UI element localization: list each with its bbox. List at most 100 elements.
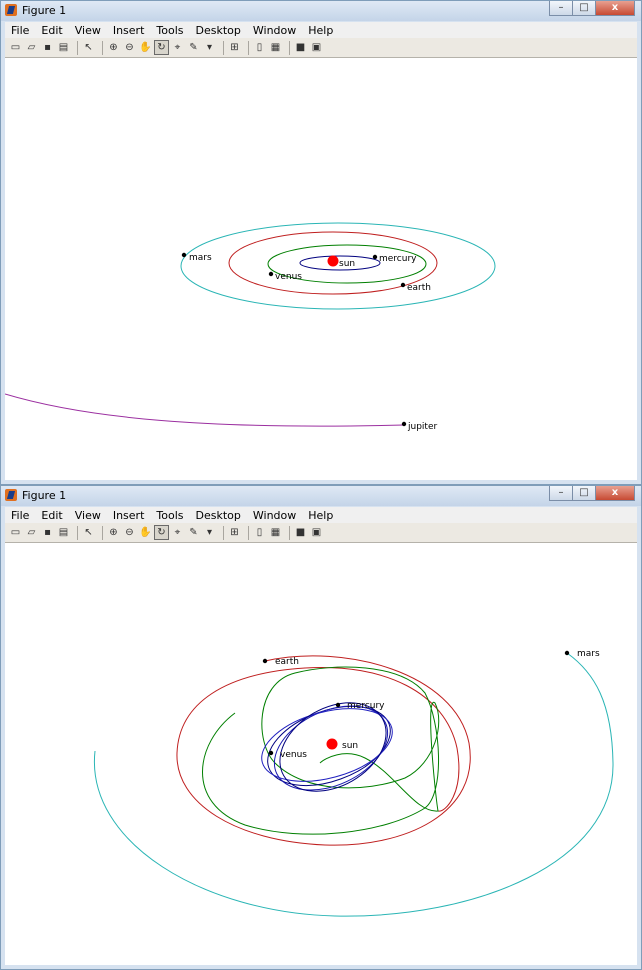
print-icon[interactable]: ▤ [58,527,69,538]
menu-tools[interactable]: Tools [156,23,184,37]
title-bar[interactable]: Figure 1 – □ x [1,1,641,21]
show-plot-tools-icon[interactable]: ▣ [311,527,322,538]
rotate-3d-icon[interactable]: ↻ [154,40,169,55]
mars-marker [564,650,570,656]
edit-plot-icon[interactable]: ↖ [84,527,93,538]
toolbar-separator [289,40,290,55]
maximize-button[interactable]: □ [572,486,596,501]
menu-view[interactable]: View [74,508,101,522]
mars-orbit [93,652,614,917]
toolbar-separator [102,525,103,540]
save-icon[interactable]: ▪ [44,527,51,538]
link-plot-icon[interactable]: ⊞ [230,42,239,53]
menu-file[interactable]: File [11,508,30,522]
mars-label: mars [189,253,212,263]
pan-icon[interactable]: ✋ [139,42,152,53]
menu-bar: File Edit View Insert Tools Desktop Wind… [5,507,637,523]
window-title: Figure 1 [22,4,67,17]
mercury-label: mercury [347,701,385,711]
menu-desktop[interactable]: Desktop [195,508,241,522]
jupiter-marker [401,421,407,427]
zoom-in-icon[interactable]: ⊕ [109,527,118,538]
figure-window-1: Figure 1 – □ x File Edit View Insert Too… [0,0,642,485]
sun-label: sun [339,259,355,269]
venus-marker [268,271,274,277]
venus-label: venus [280,750,307,760]
toolbar-separator [248,40,249,55]
brush-icon[interactable]: ✎ [189,527,198,538]
menu-view[interactable]: View [74,23,101,37]
open-file-icon[interactable]: ▱ [27,527,36,538]
venus-label: venus [275,272,302,282]
jupiter-orbit [5,393,405,427]
legend-icon[interactable]: ▦ [270,42,281,53]
matlab-icon [5,489,17,501]
menu-edit[interactable]: Edit [41,23,63,37]
pan-icon[interactable]: ✋ [139,527,152,538]
zoom-out-icon[interactable]: ⊖ [125,42,134,53]
menu-insert[interactable]: Insert [112,23,145,37]
earth-orbit [176,655,471,846]
hide-plot-tools-icon[interactable]: ■ [295,42,306,53]
plot-canvas[interactable]: sun mercury venus earth mars jupiter [5,58,637,480]
hide-plot-tools-icon[interactable]: ■ [295,527,306,538]
menu-insert[interactable]: Insert [112,508,145,522]
menu-file[interactable]: File [11,23,30,37]
menu-edit[interactable]: Edit [41,508,63,522]
menu-help[interactable]: Help [308,508,334,522]
colorbar-icon[interactable]: ▯ [256,42,263,53]
orbit-plot[interactable]: sun mercury venus earth mars jupiter [5,58,637,480]
menu-desktop[interactable]: Desktop [195,23,241,37]
open-file-icon[interactable]: ▱ [27,42,36,53]
data-cursor-icon[interactable]: ⌖ [174,527,181,538]
minimize-button[interactable]: – [549,486,573,501]
data-cursor-icon[interactable]: ⌖ [174,42,181,53]
earth-label: earth [407,283,431,293]
venus-marker [268,750,274,756]
title-bar[interactable]: Figure 1 – □ x [1,486,641,506]
jupiter-label: jupiter [407,422,437,432]
brush-dropdown-icon[interactable]: ▾ [206,42,213,53]
menu-help[interactable]: Help [308,23,334,37]
new-figure-icon[interactable]: ▭ [10,527,21,538]
show-plot-tools-icon[interactable]: ▣ [311,42,322,53]
venus-orbit [267,244,427,284]
rotate-3d-icon[interactable]: ↻ [154,525,169,540]
figure-window-2: Figure 1 – □ x File Edit View Insert Too… [0,485,642,970]
new-figure-icon[interactable]: ▭ [10,42,21,53]
zoom-out-icon[interactable]: ⊖ [125,527,134,538]
mars-label: mars [577,649,600,659]
close-button[interactable]: x [595,486,635,501]
venus-orbit [202,666,440,835]
maximize-button[interactable]: □ [572,1,596,16]
mars-orbit [180,222,496,310]
colorbar-icon[interactable]: ▯ [256,527,263,538]
link-plot-icon[interactable]: ⊞ [230,527,239,538]
mercury-orbit-loop-4 [279,702,387,792]
matlab-icon [5,4,17,16]
window-controls: – □ x [549,486,635,502]
minimize-button[interactable]: – [549,1,573,16]
window-controls: – □ x [549,1,635,17]
brush-icon[interactable]: ✎ [189,42,198,53]
legend-icon[interactable]: ▦ [270,527,281,538]
sun-label: sun [342,741,358,751]
toolbar-separator [223,40,224,55]
window-title: Figure 1 [22,489,67,502]
print-icon[interactable]: ▤ [58,42,69,53]
brush-dropdown-icon[interactable]: ▾ [206,527,213,538]
menu-tools[interactable]: Tools [156,508,184,522]
edit-plot-icon[interactable]: ↖ [84,42,93,53]
sun-marker [327,255,339,267]
earth-marker [400,282,406,288]
zoom-in-icon[interactable]: ⊕ [109,42,118,53]
menu-window[interactable]: Window [252,508,297,522]
plot-canvas[interactable]: sun mercury venus earth mars [5,543,637,965]
toolbar-separator [223,525,224,540]
save-icon[interactable]: ▪ [44,42,51,53]
orbit-plot[interactable]: sun mercury venus earth mars [5,543,637,965]
toolbar-separator [248,525,249,540]
toolbar-separator [77,40,78,55]
menu-window[interactable]: Window [252,23,297,37]
close-button[interactable]: x [595,1,635,16]
